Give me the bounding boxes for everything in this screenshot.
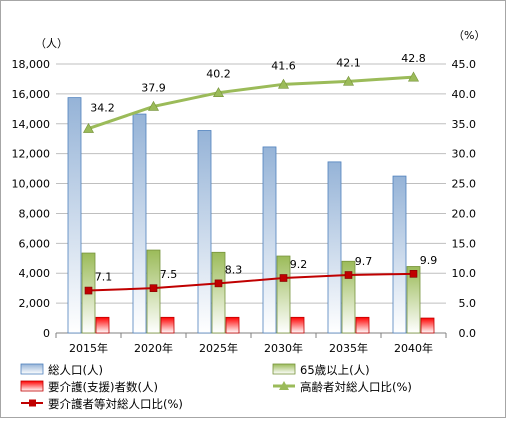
- care-ratio-data-label: 7.5: [160, 268, 178, 281]
- left-tick-label: 14,000: [12, 118, 51, 131]
- aging-ratio-marker: [407, 71, 420, 82]
- aged-65-bar: [406, 266, 421, 334]
- bars: [67, 97, 435, 334]
- legend-label: 要介護者等対総人口比(%): [48, 397, 183, 411]
- right-tick-label: 15.0: [452, 237, 477, 250]
- total-population-bar: [327, 161, 342, 334]
- care-needed-bar: [290, 316, 305, 334]
- care-ratio-marker: [214, 279, 223, 288]
- legend-swatch: [20, 380, 44, 392]
- legend-label: 総人口(人): [48, 363, 103, 377]
- care-ratio-data-label: 8.3: [225, 263, 243, 276]
- aged-65-bar: [276, 255, 291, 334]
- right-tick-label: 35.0: [452, 118, 477, 131]
- care-ratio-data-label: 9.9: [420, 254, 438, 267]
- legend-label: 高齢者対総人口比(%): [300, 380, 412, 394]
- category-label: 2030年: [264, 341, 303, 355]
- total-population-bar: [392, 175, 407, 334]
- right-tick-label: 25.0: [452, 178, 477, 191]
- care-ratio-marker: [344, 271, 353, 279]
- aging-ratio-data-label: 40.2: [206, 68, 231, 81]
- right-tick-label: 10.0: [452, 267, 477, 280]
- legend-label: 要介護(支援)者数(人): [48, 380, 158, 394]
- total-population-bar: [132, 113, 147, 334]
- left-tick-label: 8,000: [19, 207, 51, 220]
- legend-swatch: [20, 363, 44, 375]
- left-axis-unit: （人）: [35, 37, 68, 50]
- total-population-bar: [197, 130, 212, 334]
- aging-ratio-marker: [212, 87, 225, 97]
- care-ratio-data-label: 9.7: [355, 255, 373, 268]
- aging-ratio-data-label: 42.8: [401, 52, 426, 65]
- aging-ratio-marker: [82, 122, 95, 133]
- care-needed-bar: [160, 316, 175, 334]
- aging-ratio-marker: [147, 100, 160, 111]
- left-tick-label: 18,000: [12, 58, 51, 71]
- care-ratio-data-label: 7.1: [95, 271, 113, 284]
- gridlines: [55, 63, 447, 338]
- right-tick-label: 5.0: [459, 297, 477, 310]
- right-tick-label: 45.0: [452, 58, 477, 71]
- lines: [82, 71, 420, 295]
- care-ratio-marker: [279, 274, 288, 282]
- category-label: 2035年: [329, 341, 368, 355]
- category-label: 2040年: [394, 341, 433, 355]
- aged-65-bar: [341, 260, 356, 334]
- total-population-bar: [67, 97, 82, 334]
- legend-label: 65歳以上(人): [300, 363, 370, 377]
- right-tick-label: 0.0: [459, 327, 477, 340]
- left-tick-label: 10,000: [12, 178, 51, 191]
- care-ratio-marker: [409, 270, 418, 278]
- left-tick-label: 0: [43, 327, 50, 340]
- category-label: 2020年: [134, 341, 173, 355]
- aging-ratio-marker: [277, 78, 290, 89]
- left-tick-label: 12,000: [12, 148, 51, 161]
- left-tick-label: 4,000: [19, 267, 51, 280]
- category-label: 2025年: [199, 341, 238, 355]
- right-axis-unit: （%）: [453, 29, 485, 42]
- aging-ratio-data-label: 34.2: [90, 102, 115, 115]
- aging-ratio-line: [88, 75, 414, 130]
- care-needed-bar: [355, 316, 370, 334]
- left-tick-label: 2,000: [19, 297, 51, 310]
- care-needed-bar: [420, 317, 435, 334]
- aging-ratio-marker: [342, 75, 355, 86]
- care-needed-bar: [225, 316, 240, 334]
- care-ratio-line: [88, 272, 414, 292]
- legend: 総人口(人) 65歳以上(人) 要介護(支援)者数(人) 高齢者対総人口比(%) 要介護…: [20, 363, 412, 411]
- care-needed-bar: [95, 316, 110, 334]
- left-tick-label: 6,000: [19, 237, 51, 250]
- right-tick-label: 40.0: [452, 88, 477, 101]
- right-tick-label: 20.0: [452, 207, 477, 220]
- category-label: 2015年: [69, 341, 108, 355]
- right-tick-label: 30.0: [452, 148, 477, 161]
- aging-ratio-data-label: 42.1: [336, 56, 361, 69]
- care-ratio-data-label: 9.2: [290, 258, 308, 271]
- aging-ratio-data-label: 37.9: [141, 81, 166, 94]
- legend-marker: [279, 381, 289, 390]
- aging-ratio-data-label: 41.6: [271, 59, 296, 72]
- aged-65-bar: [211, 251, 226, 334]
- labels: 0 2,000 4,000 6,000 8,000 10,000 12,000 14,000 1…: [12, 29, 486, 355]
- left-tick-label: 16,000: [12, 88, 51, 101]
- legend-swatch: [272, 363, 296, 375]
- legend-marker: [29, 399, 36, 407]
- total-population-bar: [262, 146, 277, 334]
- care-ratio-marker: [84, 286, 93, 295]
- care-ratio-marker: [149, 284, 158, 292]
